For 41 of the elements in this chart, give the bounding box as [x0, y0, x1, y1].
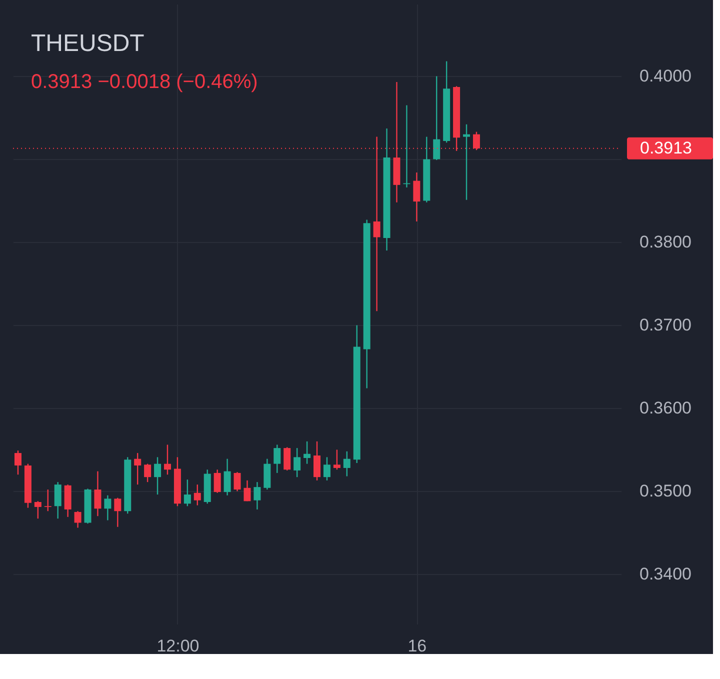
candlestick [333, 449, 340, 470]
candlestick [284, 446, 291, 472]
y-tick-label: 0.3700 [640, 316, 692, 335]
text: 0.3913 −0.0018 (−0.46%) [31, 71, 258, 93]
candlestick [224, 458, 231, 496]
y-tick-label: 0.3600 [640, 398, 692, 418]
y-tick-label: 0.3800 [640, 232, 692, 252]
candlestick [304, 440, 311, 464]
candlestick [234, 472, 241, 492]
candlestick [34, 500, 42, 520]
candlestick [54, 481, 62, 520]
candlestick [14, 450, 22, 476]
candlestick [164, 444, 171, 476]
candlestick [184, 478, 191, 507]
x-tick-label: 16 [408, 636, 427, 656]
candlestick [74, 510, 82, 528]
candlestick [214, 469, 221, 494]
candlestick [134, 452, 142, 486]
candlestick [244, 480, 251, 502]
y-tick-label: 0.3400 [640, 564, 692, 584]
candlestick [94, 470, 102, 517]
candlestick [154, 456, 162, 496]
candlestick [314, 440, 320, 482]
x-tick-label: 12:00 [156, 636, 200, 656]
candlestick [413, 172, 420, 222]
candlestick [343, 450, 350, 477]
text: THEUSDT [31, 30, 145, 57]
y-tick-label: 0.4000 [640, 66, 692, 86]
candlestick [44, 488, 52, 512]
candlestick [294, 447, 301, 478]
candlestick [194, 484, 201, 506]
candlestick [144, 463, 152, 483]
y-tick-label: 0.3500 [640, 482, 692, 501]
ref-line-label: 0.3913 [640, 138, 692, 158]
candlestick [254, 481, 261, 510]
candlestick [323, 456, 330, 482]
candlestick [104, 494, 112, 521]
candlestick [463, 124, 470, 200]
candlestick [114, 497, 122, 528]
candlestick [433, 76, 440, 161]
candlestick [274, 444, 281, 474]
